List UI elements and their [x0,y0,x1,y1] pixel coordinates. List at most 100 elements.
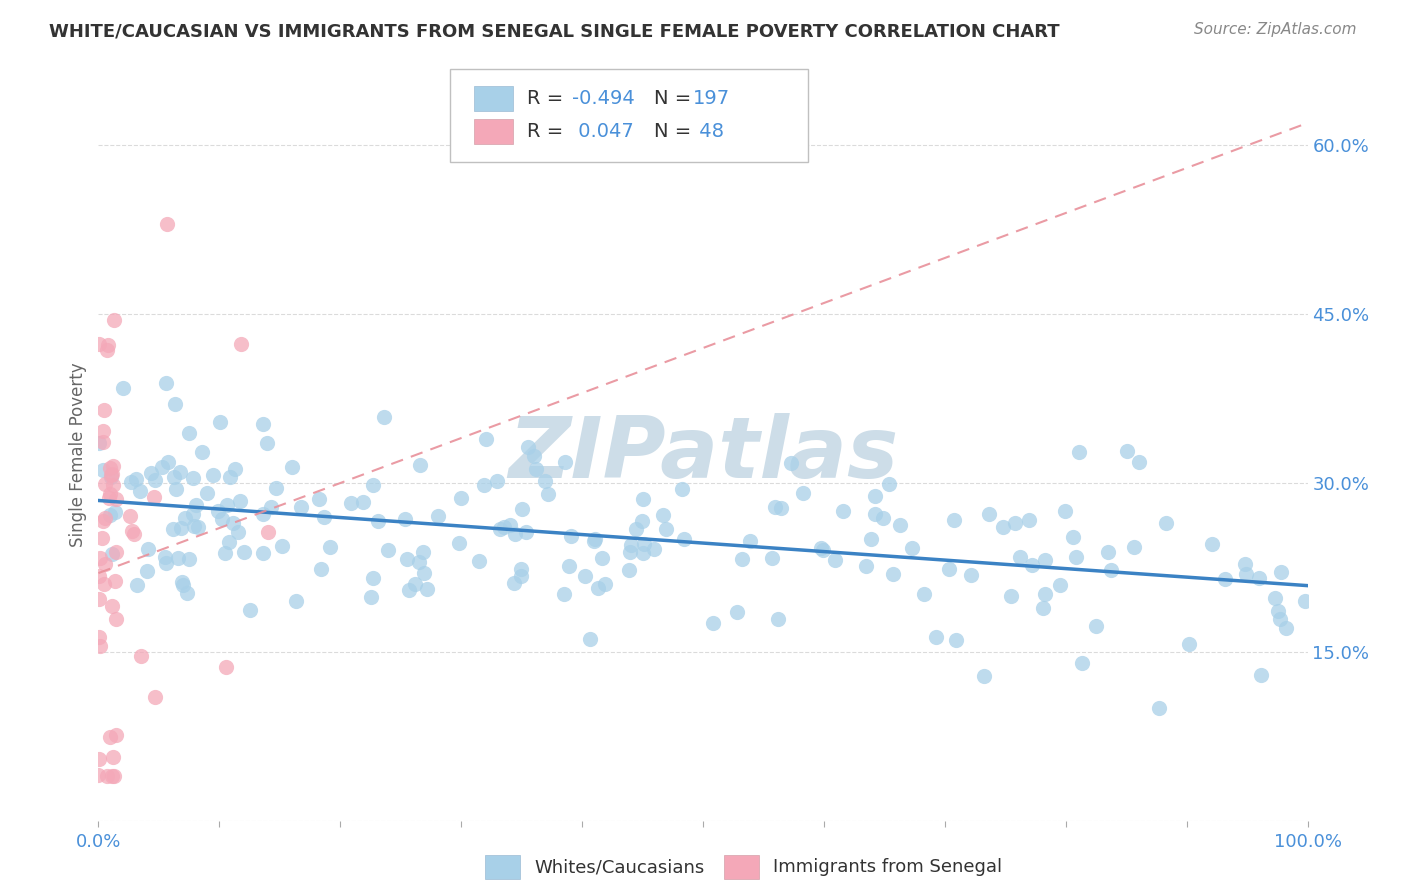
Point [1071,656,1094,670]
Point [104,729,127,743]
Point [361,571,384,585]
Point [281,459,304,474]
Point [129,483,152,498]
Point [395,552,418,566]
Point [450,491,472,505]
Point [120,475,142,489]
Point [492,519,515,533]
Point [100,599,122,613]
Point [195,486,218,500]
Point [626,522,648,536]
Point [503,527,526,541]
Point [93,477,115,491]
Point [340,495,363,509]
Text: Immigrants from Senegal: Immigrants from Senegal [773,858,1002,876]
Point [377,543,399,558]
Point [633,537,655,551]
Point [1062,530,1084,544]
Point [124,472,146,486]
Point [169,521,191,535]
Point [412,566,434,580]
Point [553,587,575,601]
Point [560,529,582,543]
Point [889,518,911,533]
Point [308,491,330,506]
Point [991,520,1014,534]
Point [832,504,855,518]
Point [100,508,122,523]
Point [415,582,437,596]
Point [770,501,793,516]
Point [1201,537,1223,551]
Point [977,507,1000,521]
Point [412,544,434,558]
Point [104,505,127,519]
Point [105,612,128,626]
Point [101,547,124,561]
Point [314,509,336,524]
Point [489,522,512,536]
Text: N =: N = [654,88,697,108]
Point [91,531,114,545]
Point [87,435,110,450]
Point [226,525,249,540]
Text: 48: 48 [693,121,724,141]
Point [214,546,236,560]
Point [96,343,118,358]
Point [1213,572,1236,586]
Point [176,586,198,600]
Point [361,478,384,492]
Point [174,511,197,525]
Point [163,470,186,484]
Point [121,524,143,538]
Point [557,558,579,573]
Point [207,504,229,518]
Point [1267,604,1289,618]
Point [93,576,115,591]
Point [184,498,207,512]
Point [1154,516,1177,531]
Point [103,313,125,327]
Point [155,376,177,390]
Point [94,557,117,571]
Point [537,487,560,501]
Point [1147,701,1170,715]
Point [579,632,602,646]
Point [143,490,166,504]
Point [509,562,531,576]
Point [97,337,120,351]
Point [574,568,596,582]
Point [510,501,533,516]
Point [98,461,121,475]
Point [87,569,110,583]
Point [208,415,231,429]
Point [901,541,924,555]
Point [475,432,498,446]
Point [257,524,280,539]
Point [215,660,238,674]
Point [725,606,748,620]
Point [509,569,531,583]
Point [1264,591,1286,605]
Text: Source: ZipAtlas.com: Source: ZipAtlas.com [1194,22,1357,37]
Point [118,508,141,523]
Point [1250,668,1272,682]
Point [731,552,754,566]
Point [408,555,430,569]
Point [156,455,179,469]
Point [202,467,225,482]
Point [104,545,127,559]
Point [127,578,149,592]
Point [1178,637,1201,651]
Point [100,470,122,484]
Point [1021,558,1043,572]
Point [187,520,209,534]
Point [104,491,127,506]
Point [671,482,693,496]
Point [170,575,193,590]
Point [620,538,643,552]
Point [485,474,508,488]
Point [172,578,194,592]
Point [229,337,252,351]
Point [593,577,616,591]
